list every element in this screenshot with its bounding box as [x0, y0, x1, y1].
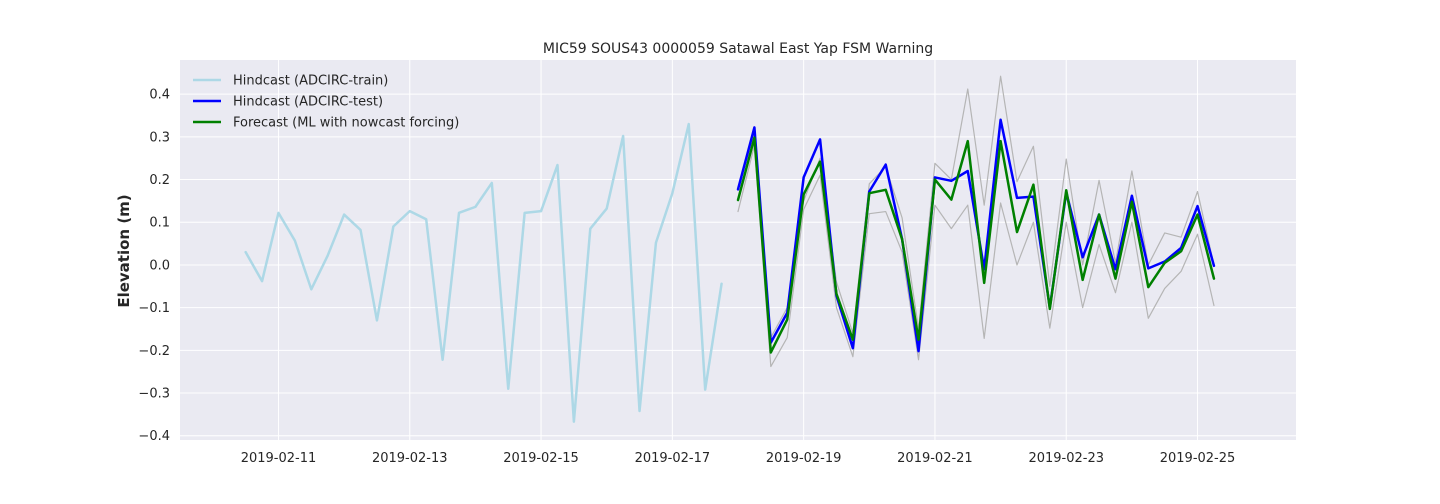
x-tick-label: 2019-02-21: [897, 451, 973, 466]
y-tick-label: −0.2: [138, 344, 170, 359]
envelope-line: [737, 144, 1215, 368]
series-line-2: [736, 136, 1216, 354]
y-axis: −0.4 −0.3 −0.2 −0.1 0.0 0.1 0.2 0.3 0.4: [138, 88, 170, 445]
legend: Hindcast (ADCIRC-train) Hindcast (ADCIRC-…: [193, 74, 459, 131]
x-tick-label: 2019-02-15: [503, 451, 579, 466]
grid: [180, 60, 1296, 440]
x-axis: 2019-02-11 2019-02-13 2019-02-15 2019-02-17…: [241, 451, 1236, 466]
y-tick-label: 0.4: [149, 88, 170, 103]
legend-label: Forecast (ML with nowcast forcing): [233, 116, 459, 131]
x-tick-label: 2019-02-11: [241, 451, 317, 466]
x-tick-label: 2019-02-17: [635, 451, 711, 466]
y-axis-label: Elevation (m): [115, 194, 133, 307]
x-tick-label: 2019-02-13: [372, 451, 448, 466]
y-tick-label: −0.4: [138, 429, 170, 444]
legend-label: Hindcast (ADCIRC-test): [233, 95, 383, 110]
y-tick-label: −0.1: [138, 301, 170, 316]
y-tick-label: 0.1: [149, 216, 170, 231]
series-line-0: [244, 122, 723, 423]
y-tick-label: 0.0: [149, 258, 170, 273]
legend-label: Hindcast (ADCIRC-train): [233, 74, 388, 89]
series-layer: [244, 75, 1216, 423]
y-tick-label: −0.3: [138, 387, 170, 402]
x-tick-label: 2019-02-25: [1160, 451, 1236, 466]
chart-title: MIC59 SOUS43 0000059 Satawal East Yap FS…: [543, 41, 933, 57]
y-tick-label: 0.3: [149, 130, 170, 145]
x-tick-label: 2019-02-19: [766, 451, 842, 466]
y-tick-label: 0.2: [149, 173, 170, 188]
x-tick-label: 2019-02-23: [1028, 451, 1104, 466]
